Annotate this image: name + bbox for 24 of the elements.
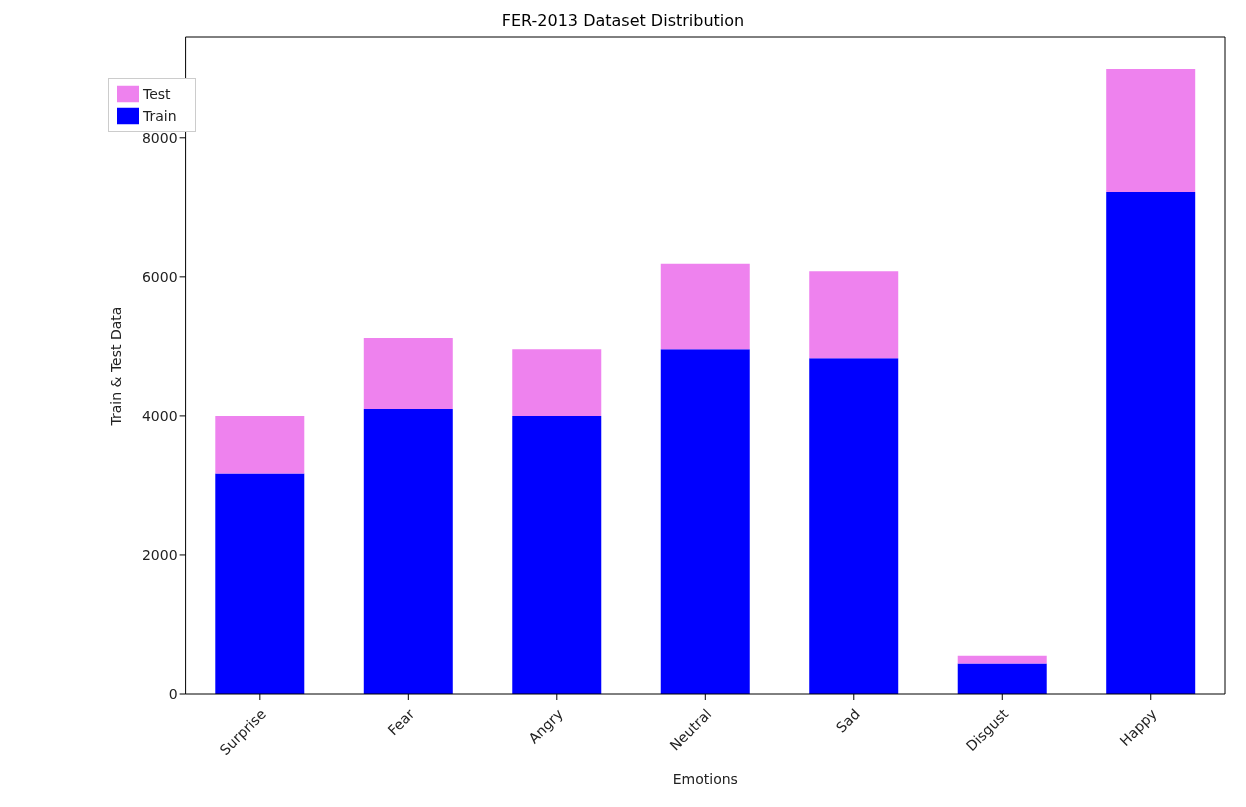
y-tick-label: 4000 <box>141 407 178 424</box>
y-tick-label: 0 <box>168 685 178 702</box>
bar <box>512 349 602 416</box>
bar <box>660 263 750 350</box>
y-tick-label: 6000 <box>141 268 178 285</box>
bar <box>957 655 1047 664</box>
bar <box>215 473 305 694</box>
bar <box>809 271 899 359</box>
y-axis-title: Train & Test Data <box>107 306 124 427</box>
y-tick-label: 2000 <box>141 546 178 563</box>
bar <box>809 358 899 694</box>
bar <box>1106 192 1196 694</box>
chart-title: FER-2013 Dataset Distribution <box>500 10 746 32</box>
y-tick-label: 8000 <box>141 129 178 146</box>
bar <box>363 408 453 694</box>
x-axis-title: Emotions <box>672 771 738 787</box>
bar <box>660 349 750 694</box>
bar <box>215 415 305 474</box>
legend-label: Train <box>143 107 177 124</box>
legend-label: Test <box>143 85 171 102</box>
bar <box>957 663 1047 694</box>
bar <box>1106 68 1196 193</box>
bar <box>363 338 453 409</box>
bar <box>512 415 602 694</box>
